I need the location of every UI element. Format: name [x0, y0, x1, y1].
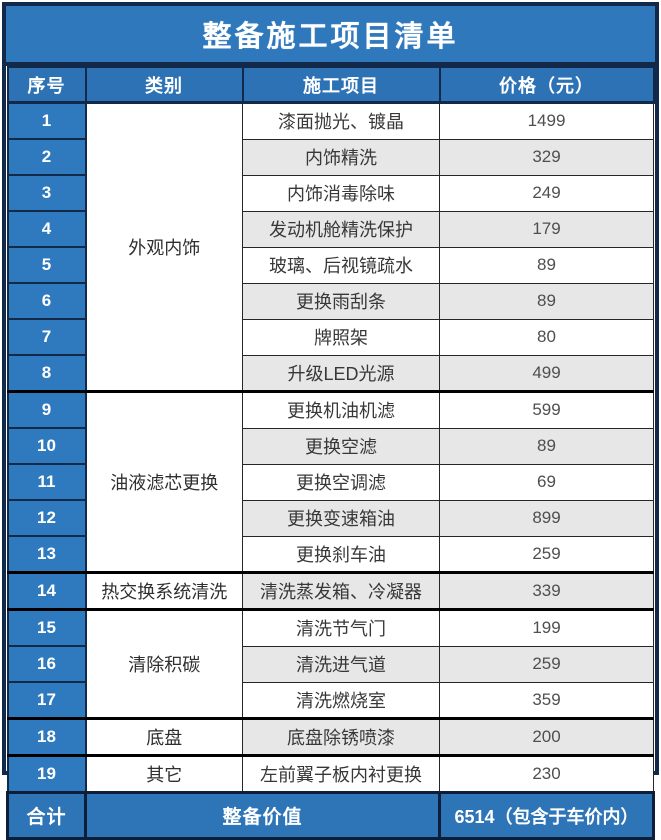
price-cell: 199 [439, 608, 654, 647]
header-row: 序号 类别 施工项目 价格（元） [6, 66, 655, 104]
footer-item-label: 整备价值 [84, 791, 441, 840]
table-row: 12 更换变速箱油 899 [6, 499, 654, 537]
table-row: 17 清洗燃烧室 359 [6, 681, 654, 720]
row-number: 11 [6, 463, 87, 501]
row-number: 16 [6, 645, 87, 683]
category-cell: 清除积碳 [85, 608, 243, 719]
row-number: 10 [6, 427, 87, 465]
price-cell: 230 [439, 754, 654, 793]
category-cell: 其它 [85, 754, 243, 793]
price-cell: 1499 [439, 101, 654, 140]
row-number: 15 [6, 608, 87, 647]
project-cell: 更换雨刮条 [242, 282, 440, 320]
category-cell: 油液滤芯更换 [85, 390, 243, 573]
price-cell: 89 [439, 246, 654, 284]
project-cell: 牌照架 [242, 318, 440, 356]
footer-total-label: 合计 [6, 791, 87, 840]
row-number: 17 [6, 681, 87, 720]
service-items-table: 序号 类别 施工项目 价格（元） 1 外观内饰 漆面抛光、镀晶 1499 2 内饰精洗 32… [6, 66, 655, 840]
table-row: 5 玻璃、后视镜疏水 89 [6, 246, 654, 284]
price-cell: 259 [439, 535, 654, 573]
project-cell: 漆面抛光、镀晶 [242, 101, 440, 140]
category-cell: 热交换系统清洗 [85, 571, 243, 610]
title-banner: 整备施工项目清单 [6, 6, 655, 66]
table-footer: 合计 整备价值 6514（包含于车价内） [6, 791, 655, 840]
price-cell: 200 [439, 717, 654, 756]
table-row: 16 清洗进气道 259 [6, 645, 654, 683]
col-header-no: 序号 [6, 66, 87, 104]
table-row: 15 清除积碳 清洗节气门 199 [6, 608, 654, 719]
row-number: 8 [6, 354, 87, 393]
project-cell: 升级LED光源 [242, 354, 440, 392]
table-row: 18 底盘 底盘除锈喷漆 200 [6, 717, 654, 757]
row-number: 13 [6, 535, 87, 574]
project-cell: 左前翼子板内衬更换 [242, 754, 440, 793]
footer-total-price: 6514（包含于车价内） [438, 791, 655, 840]
table-row: 11 更换空调滤 69 [6, 463, 654, 501]
project-cell: 更换空调滤 [242, 463, 440, 501]
table-body: 1 外观内饰 漆面抛光、镀晶 1499 2 内饰精洗 329 3 内饰消毒除味 249 4 发动机舱精… [6, 101, 654, 794]
price-cell: 339 [439, 571, 654, 610]
row-number: 14 [6, 571, 87, 611]
project-cell: 发动机舱精洗保护 [242, 210, 440, 248]
price-cell: 329 [439, 138, 654, 176]
price-cell: 179 [439, 210, 654, 248]
table-row: 3 内饰消毒除味 249 [6, 174, 654, 212]
project-cell: 更换变速箱油 [242, 499, 440, 537]
project-cell: 清洗节气门 [242, 608, 440, 647]
price-cell: 69 [439, 463, 654, 501]
row-number: 5 [6, 246, 87, 284]
footer-row: 合计 整备价值 6514（包含于车价内） [6, 791, 655, 840]
table-row: 1 外观内饰 漆面抛光、镀晶 1499 [6, 101, 654, 392]
project-cell: 内饰消毒除味 [242, 174, 440, 212]
table-row: 2 内饰精洗 329 [6, 138, 654, 176]
category-cell: 底盘 [85, 717, 243, 756]
row-number: 2 [6, 138, 87, 176]
price-cell: 249 [439, 174, 654, 212]
table-row: 14 热交换系统清洗 清洗蒸发箱、冷凝器 339 [6, 571, 654, 611]
project-cell: 更换空滤 [242, 427, 440, 465]
row-number: 3 [6, 174, 87, 212]
row-number: 12 [6, 499, 87, 537]
table-row: 4 发动机舱精洗保护 179 [6, 210, 654, 248]
price-cell: 89 [439, 427, 654, 465]
price-cell: 899 [439, 499, 654, 537]
table-row: 7 牌照架 80 [6, 318, 654, 356]
row-number: 7 [6, 318, 87, 356]
project-cell: 清洗燃烧室 [242, 681, 440, 719]
table-header: 序号 类别 施工项目 价格（元） [6, 66, 655, 104]
table-row: 10 更换空滤 89 [6, 427, 654, 465]
project-cell: 底盘除锈喷漆 [242, 717, 440, 756]
row-number: 4 [6, 210, 87, 248]
price-cell: 80 [439, 318, 654, 356]
project-cell: 清洗进气道 [242, 645, 440, 683]
row-number: 9 [6, 390, 87, 429]
table-row: 13 更换刹车油 259 [6, 535, 654, 574]
price-cell: 499 [439, 354, 654, 392]
price-cell: 599 [439, 390, 654, 429]
row-number: 6 [6, 282, 87, 320]
table-row: 19 其它 左前翼子板内衬更换 230 [6, 754, 654, 794]
project-cell: 内饰精洗 [242, 138, 440, 176]
price-cell: 359 [439, 681, 654, 719]
table-row: 9 油液滤芯更换 更换机油机滤 599 [6, 390, 654, 573]
row-number: 19 [6, 754, 87, 794]
page-title: 整备施工项目清单 [202, 21, 459, 53]
category-cell: 外观内饰 [85, 101, 243, 392]
col-header-category: 类别 [84, 66, 244, 104]
project-cell: 清洗蒸发箱、冷凝器 [242, 571, 440, 610]
price-cell: 259 [439, 645, 654, 683]
project-cell: 更换刹车油 [242, 535, 440, 573]
col-header-project: 施工项目 [241, 66, 441, 104]
project-cell: 玻璃、后视镜疏水 [242, 246, 440, 284]
table-row: 8 升级LED光源 499 [6, 354, 654, 393]
project-cell: 更换机油机滤 [242, 390, 440, 429]
row-number: 1 [6, 101, 87, 140]
row-number: 18 [6, 717, 87, 757]
price-cell: 89 [439, 282, 654, 320]
col-header-price: 价格（元） [438, 66, 655, 104]
